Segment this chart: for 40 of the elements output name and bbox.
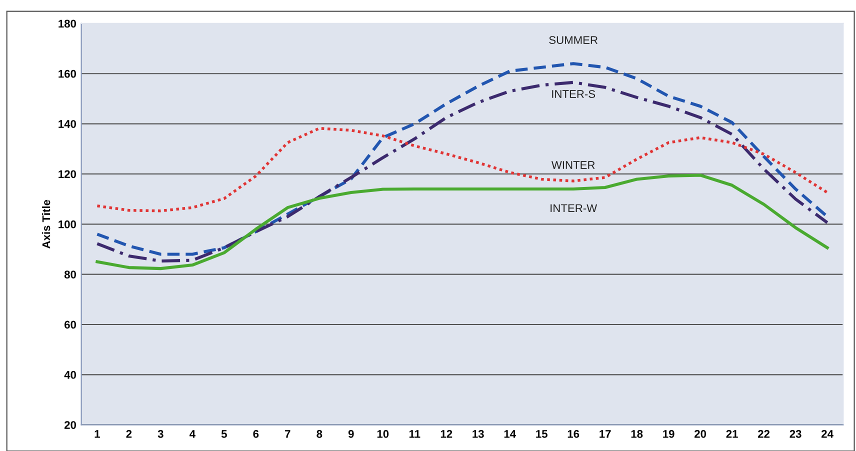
- x-tick-label: 21: [726, 430, 738, 438]
- x-tick-label: 4: [190, 430, 196, 438]
- y-tick-label: 60: [64, 320, 76, 329]
- series-label: WINTER: [551, 161, 595, 169]
- x-tick-label: 8: [316, 430, 322, 438]
- y-tick-label: 20: [64, 421, 76, 429]
- y-tick-label: 100: [58, 220, 76, 228]
- x-tick-label: 7: [285, 430, 290, 438]
- x-tick-label: 23: [790, 430, 802, 438]
- x-tick-label: 2: [126, 430, 132, 438]
- line-series: [96, 174, 829, 270]
- x-tick-label: 14: [504, 430, 516, 438]
- x-tick-label: 6: [253, 430, 259, 438]
- x-tick-label: 16: [568, 430, 580, 438]
- x-tick-label: 10: [377, 430, 389, 438]
- x-tick-label: 1: [94, 430, 100, 438]
- x-tick-label: 18: [631, 430, 643, 438]
- x-tick-label: 19: [663, 430, 674, 438]
- x-tick-label: 24: [821, 430, 834, 438]
- x-tick-label: 3: [158, 430, 164, 438]
- x-tick-label: 9: [348, 430, 354, 438]
- x-tick-label: 22: [758, 430, 770, 438]
- x-tick-label: 15: [536, 430, 548, 438]
- text: SUMMER: [549, 36, 598, 44]
- series-label: INTER-S: [552, 90, 596, 98]
- x-tick-label: 17: [600, 430, 611, 438]
- y-tick-label: 180: [58, 20, 76, 28]
- series-label: INTER-W: [550, 204, 598, 212]
- line-series: [96, 126, 829, 212]
- x-tick-label: 13: [472, 430, 484, 438]
- y-tick-label: 40: [64, 370, 76, 379]
- y-tick-label: 140: [58, 120, 76, 128]
- x-tick-label: 11: [409, 430, 420, 438]
- x-tick-label: 20: [694, 430, 706, 438]
- y-axis-title: Axis Title: [42, 200, 50, 248]
- x-tick-label: 12: [440, 430, 452, 438]
- y-tick-label: 120: [58, 170, 76, 178]
- x-tick-label: 5: [221, 430, 227, 438]
- y-tick-label: 160: [58, 70, 76, 78]
- y-tick-label: 80: [64, 270, 76, 278]
